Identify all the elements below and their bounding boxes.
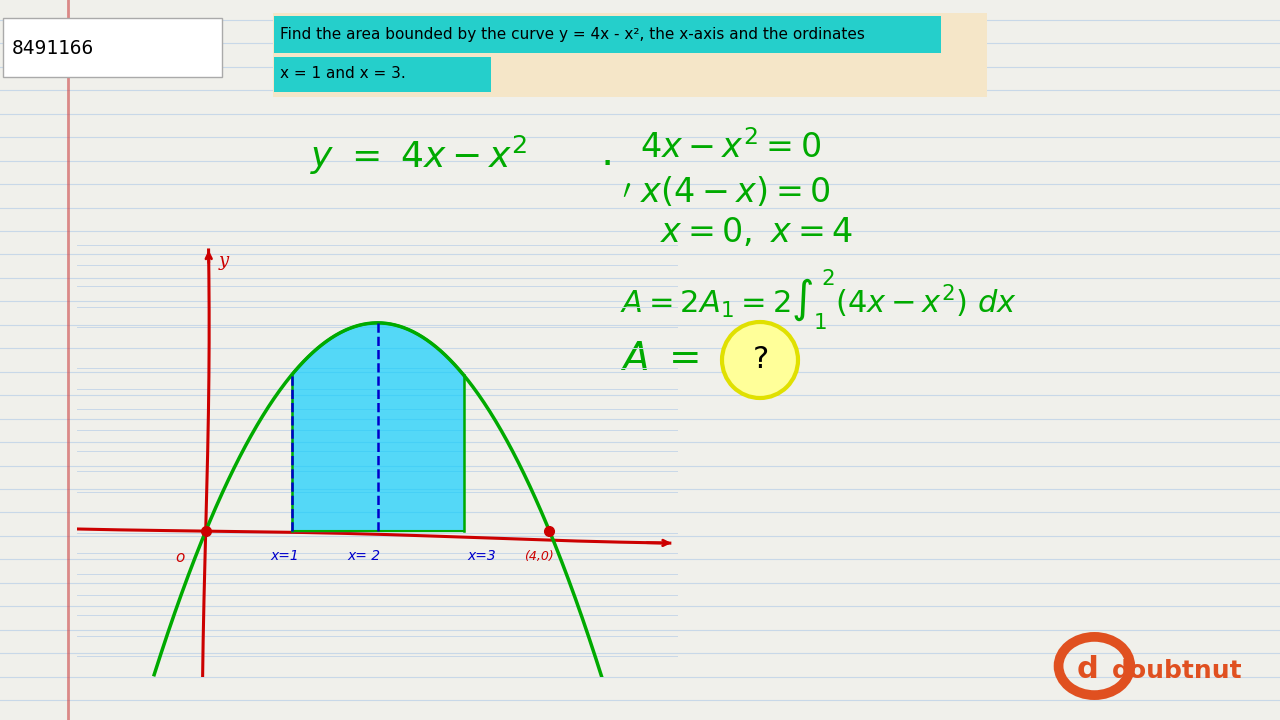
Text: Find the area bounded by the curve y = 4x - x², the x-axis and the ordinates: Find the area bounded by the curve y = 4… [280,27,865,42]
Text: $A=2A_1=2\int_1^{\,2}(4x-x^2)\ dx$: $A=2A_1=2\int_1^{\,2}(4x-x^2)\ dx$ [620,268,1018,333]
Circle shape [722,322,797,398]
Text: o: o [175,550,186,565]
Text: $?$: $?$ [751,344,768,376]
Text: $y\ =\ 4x - x^2$: $y\ =\ 4x - x^2$ [310,133,527,176]
Text: d: d [1078,654,1098,683]
Text: x=3: x=3 [468,549,497,563]
Text: $x(4-x)=0$: $x(4-x)=0$ [640,175,831,209]
FancyBboxPatch shape [273,13,987,97]
Text: $x=0,\ x=4$: $x=0,\ x=4$ [660,215,852,248]
FancyBboxPatch shape [274,57,492,92]
Text: 8491166: 8491166 [12,38,95,58]
Text: y: y [219,251,229,269]
Text: $A\ =$: $A\ =$ [620,341,699,379]
Text: x= 2: x= 2 [348,549,380,563]
Text: (4,0): (4,0) [524,549,553,563]
FancyBboxPatch shape [274,16,941,53]
Text: $\prime$: $\prime$ [622,176,631,204]
Text: $.$: $.$ [600,132,611,174]
FancyBboxPatch shape [3,18,221,77]
Text: x = 1 and x = 3.: x = 1 and x = 3. [280,66,406,81]
Text: $4x-x^2=0$: $4x-x^2=0$ [640,130,820,166]
Text: doubtnut: doubtnut [1112,660,1243,683]
Text: x=1: x=1 [270,549,300,563]
